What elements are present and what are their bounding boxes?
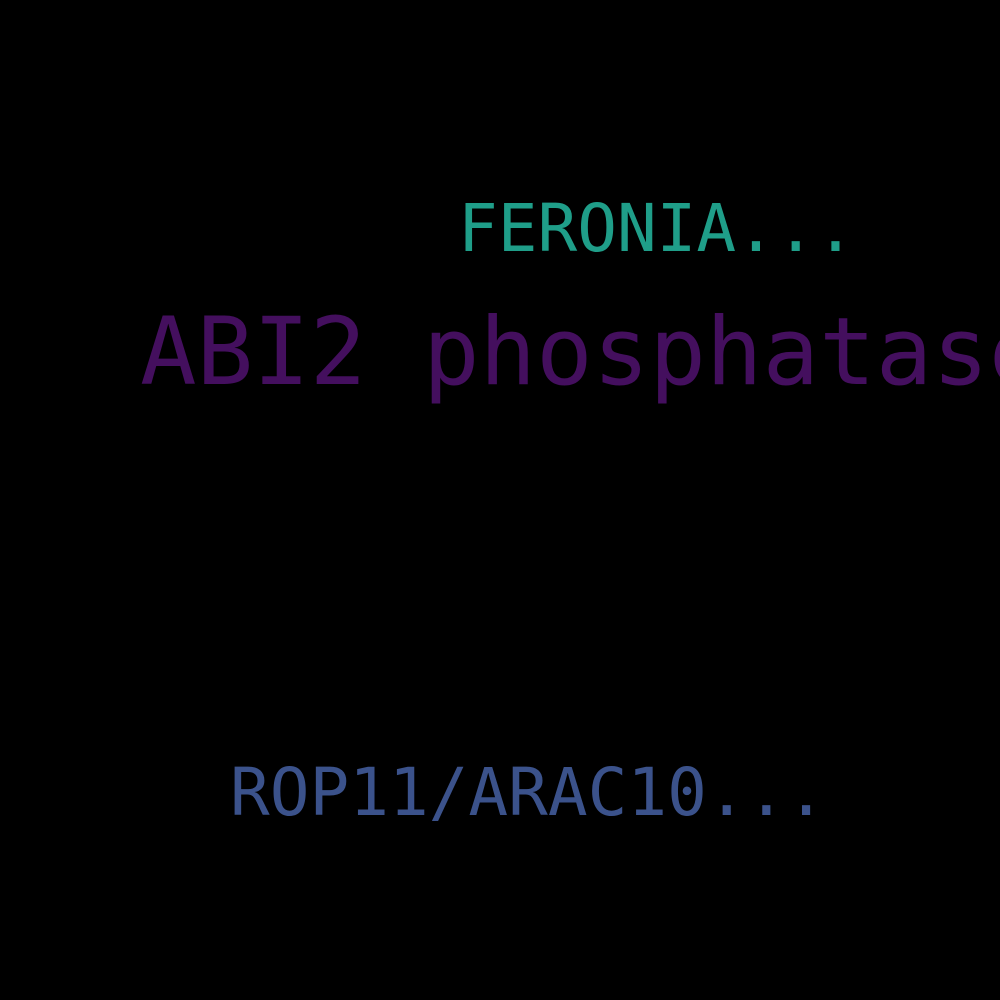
word-feronia: FERONIA... [458,190,856,267]
word-rop11-arac10: ROP11/ARAC10... [230,754,827,831]
word-abi2-phosphatase: ABI2 phosphatase [140,298,1000,407]
